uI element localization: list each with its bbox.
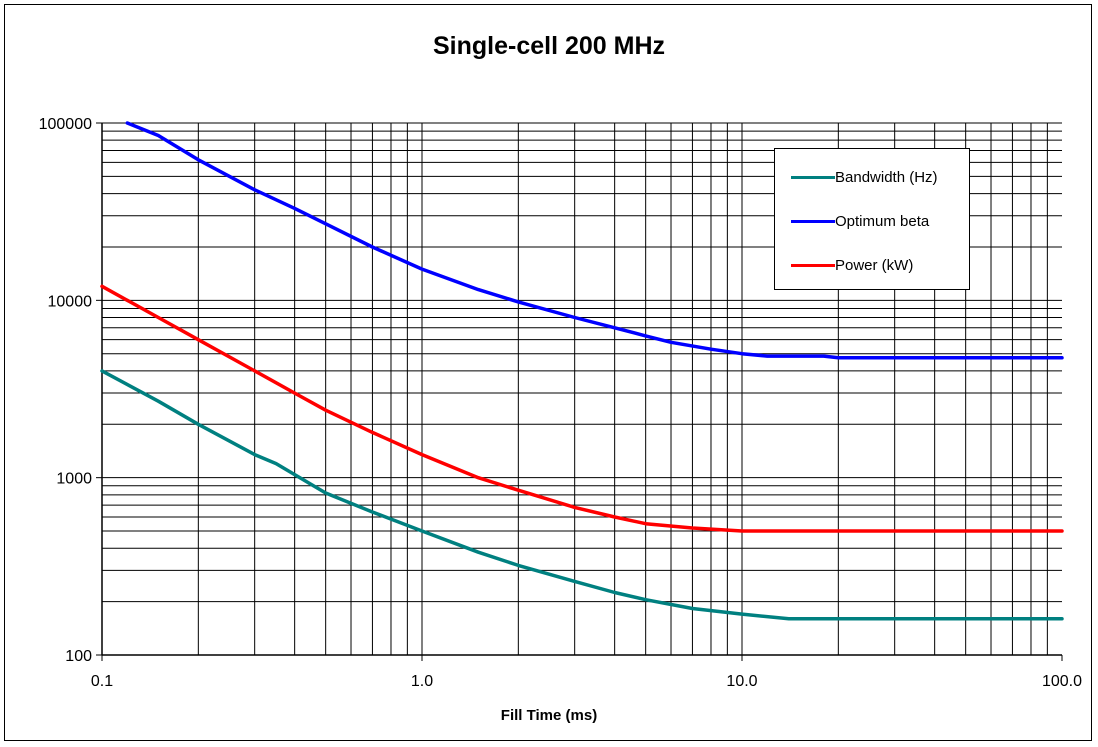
y-tick-label: 100000 bbox=[39, 116, 92, 133]
x-tick-label: 1.0 bbox=[411, 673, 433, 690]
legend-label-power: Power (kW) bbox=[835, 256, 914, 274]
x-tick-label: 0.1 bbox=[91, 673, 113, 690]
legend-swatch-optimum-beta bbox=[791, 219, 835, 223]
x-tick-label: 100.0 bbox=[1042, 673, 1082, 690]
grid-layer bbox=[101, 122, 1062, 656]
ticks-layer: 0.1 1.0 10.0 100.0 100 1000 10000 100000 bbox=[39, 116, 1083, 690]
legend-item-optimum-beta: Optimum beta bbox=[791, 211, 929, 231]
series-layer bbox=[100, 121, 1064, 621]
series-line-optimum-beta bbox=[125, 121, 1064, 360]
legend-item-power: Power (kW) bbox=[791, 255, 913, 275]
chart-title: Single-cell 200 MHz bbox=[432, 32, 666, 60]
legend-swatch-power bbox=[791, 263, 835, 267]
x-axis-label: Fill Time (ms) bbox=[500, 707, 598, 724]
legend-item-bandwidth: Bandwidth (Hz) bbox=[791, 167, 938, 187]
y-tick-label: 1000 bbox=[56, 471, 92, 488]
x-tick-label: 10.0 bbox=[726, 673, 757, 690]
axes-layer bbox=[101, 123, 1062, 656]
y-tick-label: 100 bbox=[65, 648, 92, 665]
series-line-bandwidth-hz bbox=[100, 369, 1064, 621]
legend-swatch-bandwidth bbox=[791, 175, 835, 179]
legend: Bandwidth (Hz) Optimum beta Power (kW) bbox=[774, 148, 970, 290]
legend-label-bandwidth: Bandwidth (Hz) bbox=[835, 168, 938, 186]
series-line-power-kw bbox=[100, 284, 1064, 533]
legend-label-optimum-beta: Optimum beta bbox=[835, 212, 930, 230]
y-tick-label: 10000 bbox=[48, 293, 93, 310]
